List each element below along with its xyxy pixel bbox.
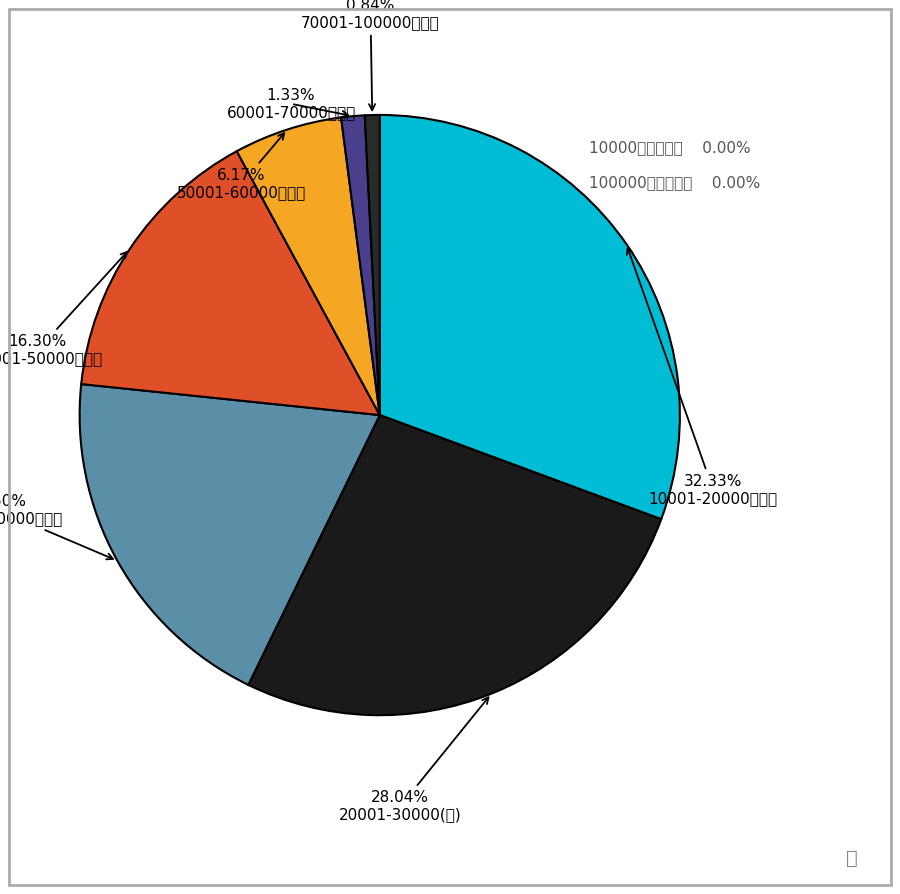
Text: 1.33%
60001-70000（元）: 1.33% 60001-70000（元） xyxy=(227,88,356,120)
Text: 32.33%
10001-20000（元）: 32.33% 10001-20000（元） xyxy=(626,249,778,506)
Text: 100000（元）以上    0.00%: 100000（元）以上 0.00% xyxy=(590,175,760,190)
Text: 10000（元）以下    0.00%: 10000（元）以下 0.00% xyxy=(590,140,751,156)
Wedge shape xyxy=(248,415,662,715)
Wedge shape xyxy=(380,115,680,519)
Text: 28.04%
20001-30000(元): 28.04% 20001-30000(元) xyxy=(339,697,489,822)
Text: 16.30%
40001-50000（元）: 16.30% 40001-50000（元） xyxy=(0,252,127,367)
Text: 6.17%
50001-60000（元）: 6.17% 50001-60000（元） xyxy=(176,133,306,200)
Wedge shape xyxy=(237,117,380,415)
Text: 20.50%
30001-40000（元）: 20.50% 30001-40000（元） xyxy=(0,493,113,560)
Wedge shape xyxy=(364,115,380,415)
Wedge shape xyxy=(79,384,380,685)
Text: ⬛: ⬛ xyxy=(846,848,859,867)
Text: 0.84%
70001-100000（元）: 0.84% 70001-100000（元） xyxy=(302,0,440,110)
Wedge shape xyxy=(81,151,380,415)
Wedge shape xyxy=(341,115,380,415)
